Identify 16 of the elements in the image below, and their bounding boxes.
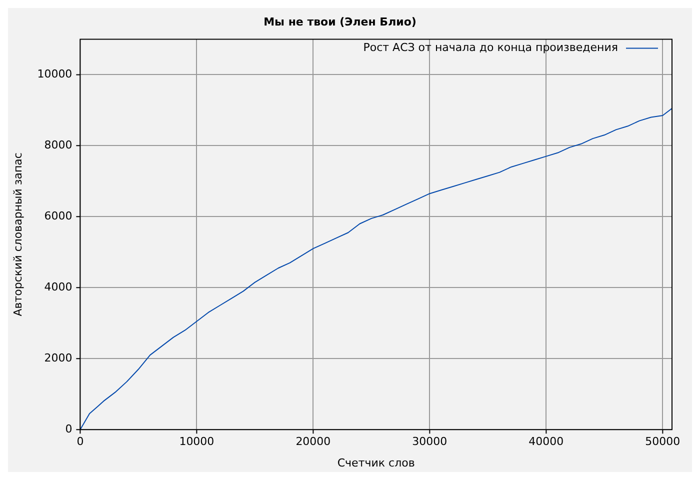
x-tick-label: 50000 [645, 435, 680, 448]
x-tick-label: 40000 [528, 435, 564, 448]
y-tick-label: 0 [65, 422, 72, 436]
y-tick-label: 8000 [44, 138, 72, 152]
x-tick-label: 0 [76, 435, 84, 448]
x-tick-label: 10000 [179, 435, 214, 448]
y-axis-title: Авторский словарный запас [11, 152, 24, 316]
x-tick-label: 20000 [296, 435, 331, 448]
legend-label: Рост АСЗ от начала до конца произведения [363, 41, 618, 54]
y-tick-label: 6000 [44, 210, 72, 223]
x-tick-label: 30000 [412, 435, 448, 448]
y-tick-label: 4000 [44, 280, 72, 294]
x-axis-title: Счетчик слов [337, 456, 415, 470]
y-tick-label: 10000 [37, 68, 72, 81]
y-tick-label: 2000 [44, 351, 72, 364]
chart-title: Мы не твои (Элен Блио) [264, 15, 416, 28]
